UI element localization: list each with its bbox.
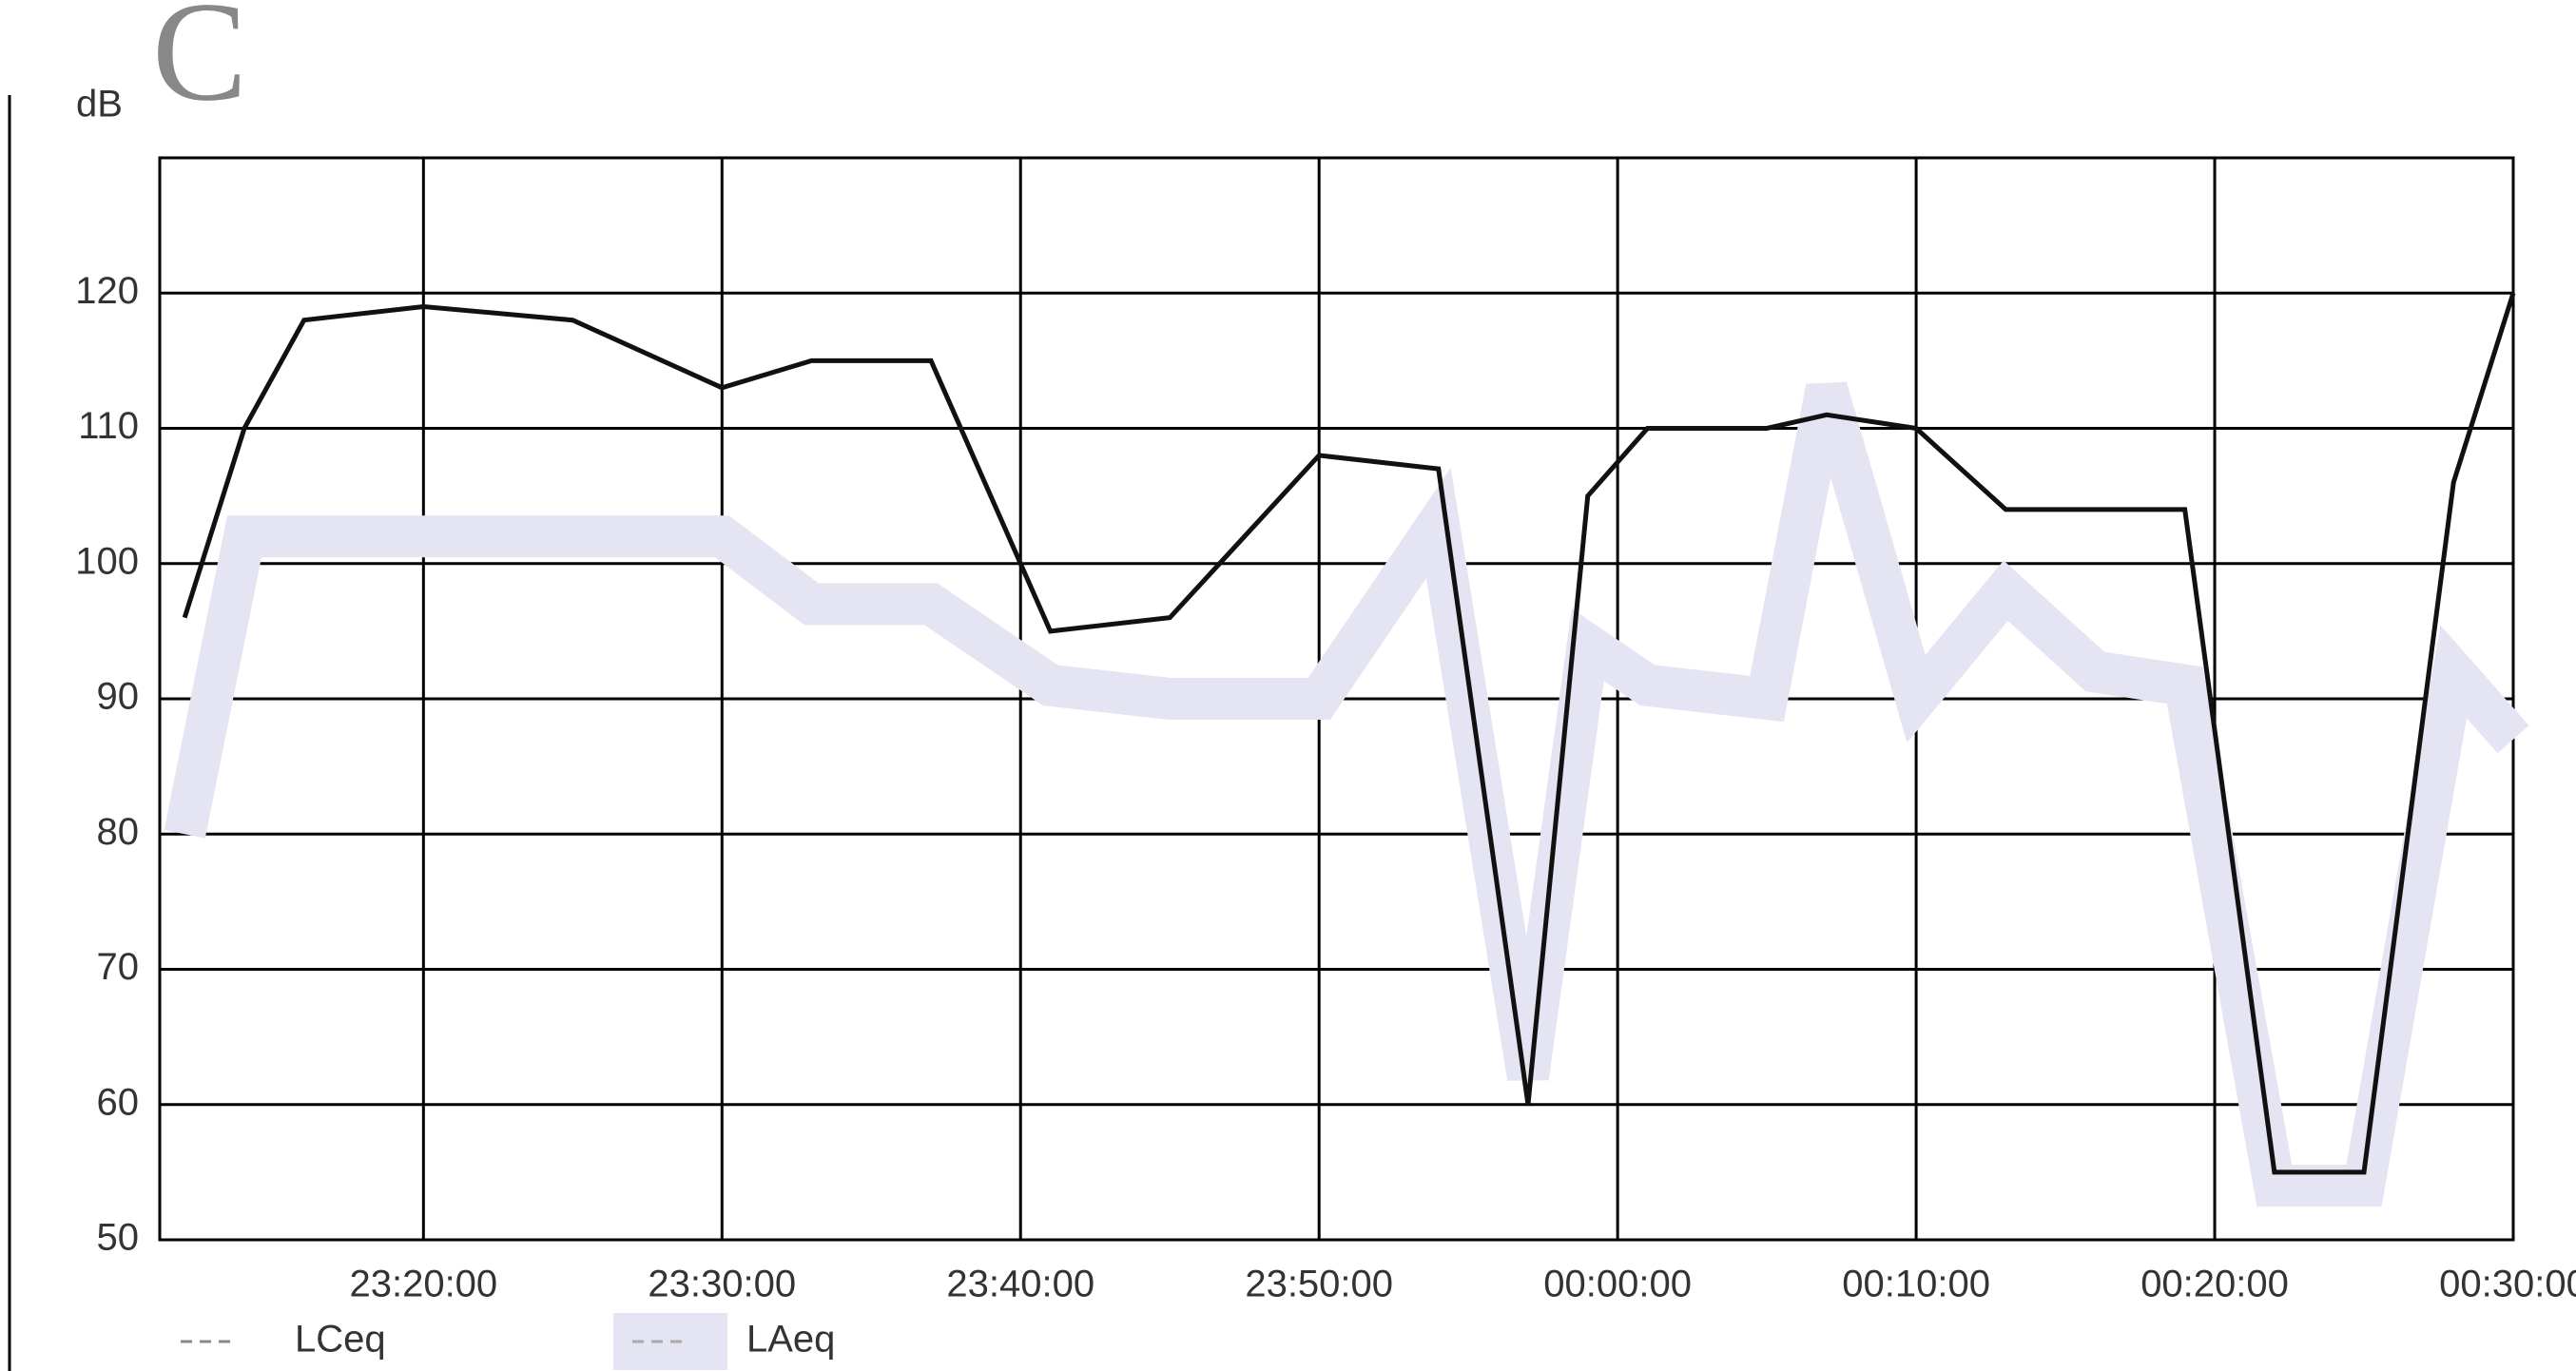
legend-label: LAeq	[746, 1319, 835, 1361]
series-line	[164, 381, 2529, 1207]
x-tick-label: 00:30:00	[2439, 1264, 2576, 1305]
y-tick-label: 50	[97, 1217, 140, 1259]
x-tick-label: 23:50:00	[1245, 1264, 1393, 1305]
y-tick-label: 80	[97, 811, 140, 853]
x-tick-label: 00:00:00	[1543, 1264, 1692, 1305]
y-tick-label: 90	[97, 676, 140, 718]
x-tick-label: 23:40:00	[946, 1264, 1094, 1305]
y-tick-label: 110	[78, 405, 139, 447]
x-tick-label: 00:20:00	[2140, 1264, 2289, 1305]
y-axis-label: dB	[76, 84, 123, 126]
x-tick-label: 23:20:00	[349, 1264, 497, 1305]
y-tick-label: 70	[97, 946, 140, 988]
y-tick-label: 120	[75, 270, 139, 312]
y-tick-label: 100	[75, 540, 139, 582]
series-line	[182, 292, 2516, 1175]
y-tick-label: 60	[97, 1081, 140, 1123]
legend-label: LCeq	[295, 1319, 386, 1361]
chart-title: C	[152, 0, 247, 130]
x-tick-label: 00:10:00	[1842, 1264, 1990, 1305]
x-tick-label: 23:30:00	[648, 1264, 796, 1305]
